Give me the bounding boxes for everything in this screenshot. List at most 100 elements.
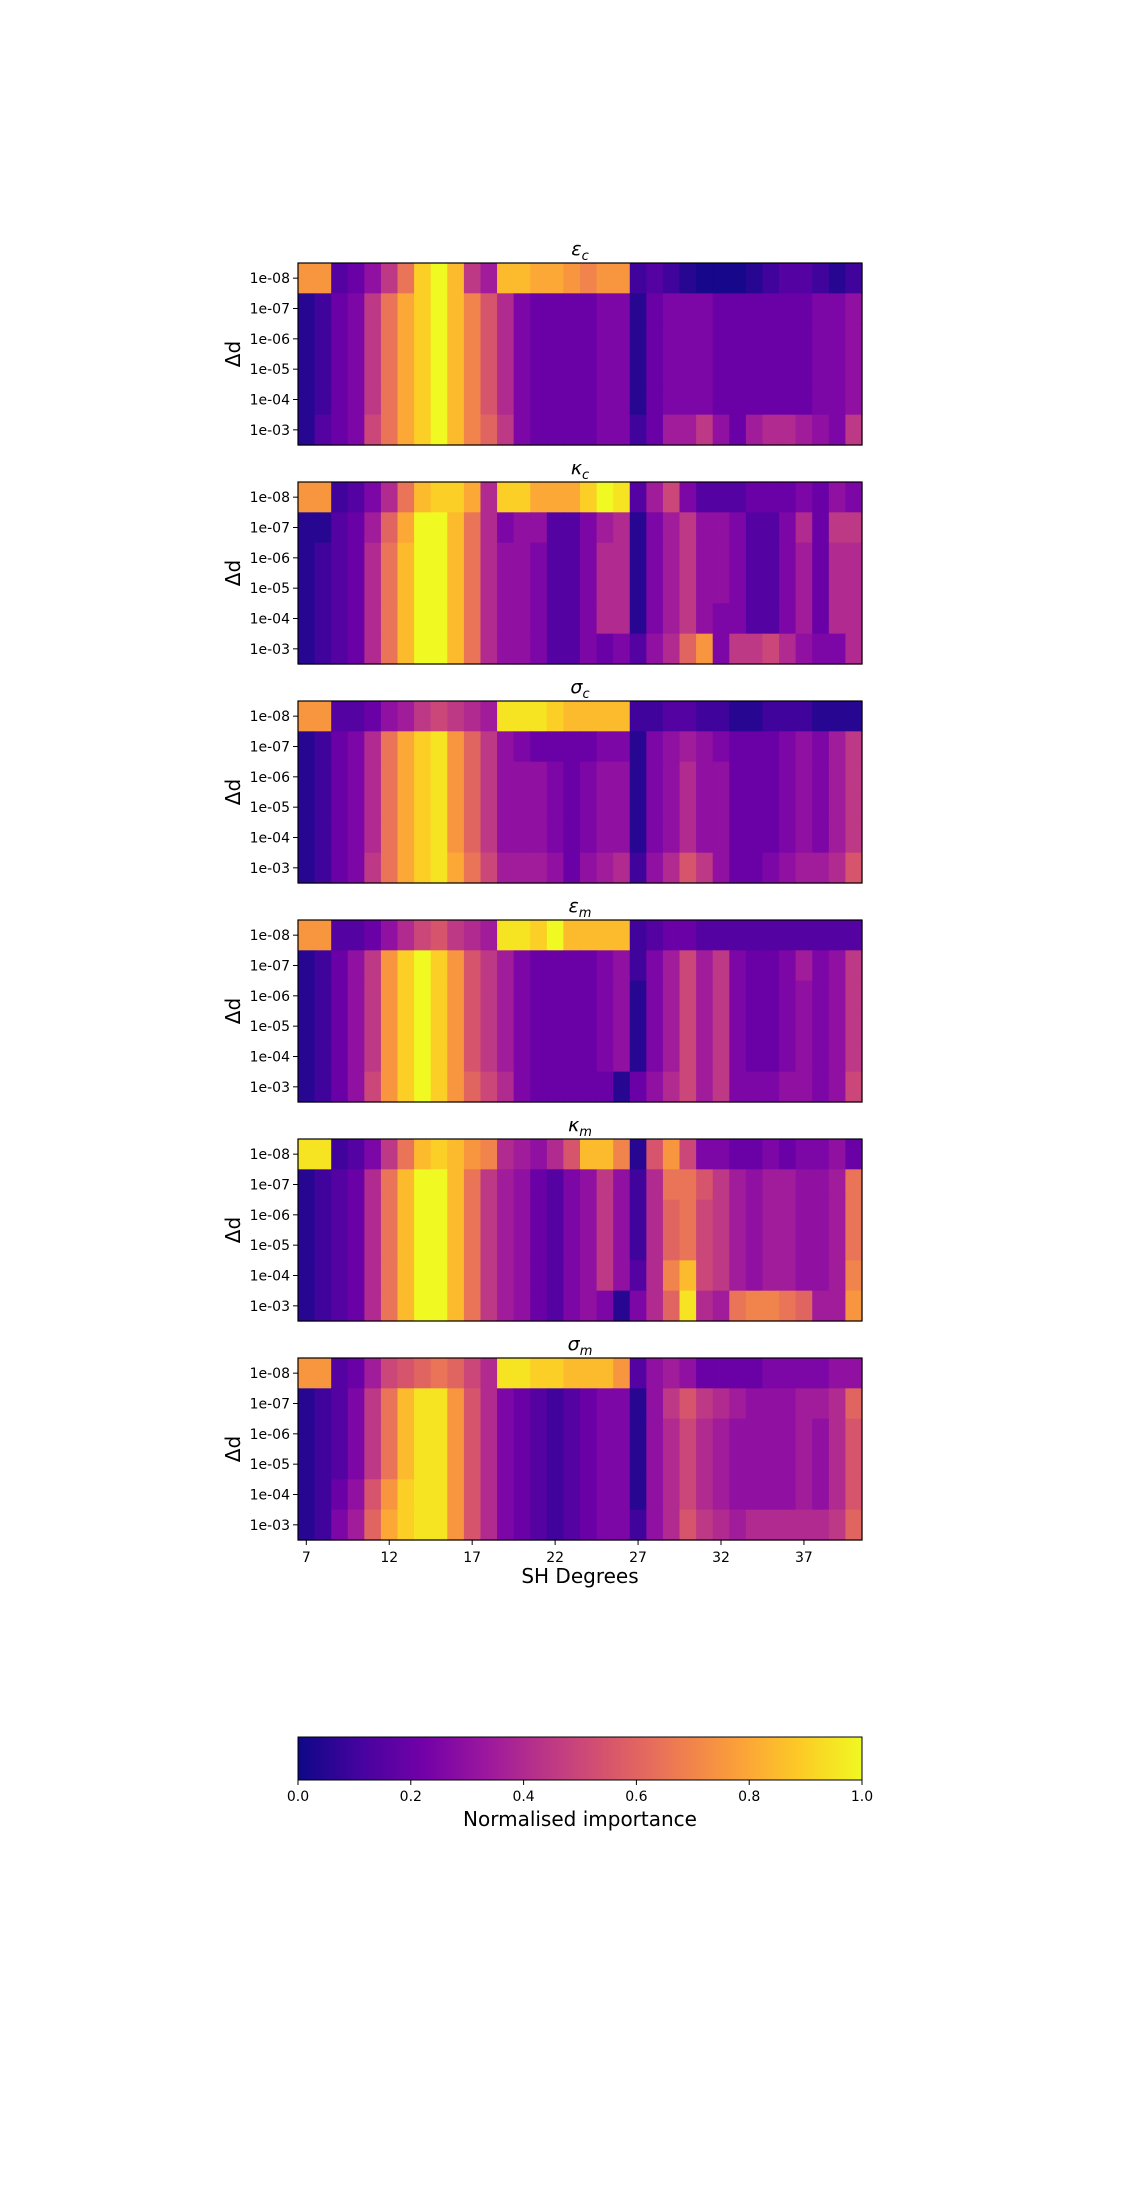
heatmap-cell	[646, 920, 664, 951]
heatmap-cell	[463, 731, 482, 763]
heatmap-cell	[364, 822, 382, 854]
heatmap-cell	[397, 414, 415, 446]
heatmap-cell	[646, 731, 664, 763]
heatmap-cell	[596, 701, 614, 732]
heatmap-cell	[812, 1230, 830, 1261]
heatmap-cell	[314, 1260, 332, 1292]
heatmap-cell	[546, 950, 565, 982]
heatmap-cell	[546, 633, 565, 665]
heatmap-cell	[430, 1011, 448, 1042]
heatmap-cell	[795, 1509, 813, 1541]
heatmap-cell	[397, 633, 415, 665]
heatmap-cell	[696, 1139, 714, 1170]
heatmap-cell	[347, 573, 365, 604]
heatmap-cell	[380, 701, 399, 732]
heatmap-cell	[380, 1011, 399, 1042]
heatmap-cell	[347, 1139, 365, 1170]
heatmap-cell	[580, 1071, 598, 1103]
heatmap-cell	[629, 354, 647, 385]
heatmap-cell	[596, 323, 614, 355]
heatmap-cell	[414, 1011, 432, 1042]
heatmap-cell	[729, 263, 747, 294]
heatmap-cell	[779, 384, 797, 416]
heatmap-cell	[298, 482, 316, 513]
heatmap-cell	[679, 633, 697, 665]
heatmap-cell	[745, 1260, 764, 1292]
heatmap-cell	[679, 1449, 697, 1480]
heatmap-cell	[845, 761, 863, 793]
heatmap-cell	[845, 1479, 863, 1511]
heatmap-cell	[795, 822, 813, 854]
heatmap-cell	[298, 731, 316, 763]
heatmap-cell	[546, 323, 565, 355]
heatmap-cell	[331, 822, 349, 854]
heatmap-cell	[779, 414, 797, 446]
heatmap-cell	[779, 1230, 797, 1261]
heatmap-cell	[845, 603, 863, 635]
heatmap-cell	[580, 512, 598, 544]
heatmap-cell	[530, 1358, 548, 1389]
heatmap-cell	[729, 482, 747, 513]
heatmap-cell	[414, 482, 432, 513]
heatmap-cell	[546, 1230, 565, 1261]
heatmap-cell	[380, 1199, 399, 1231]
heatmap-cell	[812, 512, 830, 544]
heatmap-cell	[463, 542, 482, 574]
heatmap-cell	[397, 980, 415, 1012]
heatmap-cell	[530, 731, 548, 763]
heatmap-cell	[497, 1169, 515, 1201]
heatmap-cell	[812, 1418, 830, 1450]
heatmap-cell	[613, 1260, 631, 1292]
heatmap-cell	[596, 1041, 614, 1073]
heatmap-cell	[314, 603, 332, 635]
heatmap-cell	[828, 414, 847, 446]
heatmap-cell	[480, 293, 498, 325]
heatmap-cell	[331, 1358, 349, 1389]
heatmap-cell	[563, 822, 581, 854]
heatmap-cell	[480, 701, 498, 732]
heatmap-cell	[397, 542, 415, 574]
heatmap-cell	[795, 792, 813, 823]
heatmap-cell	[679, 1199, 697, 1231]
heatmap-cell	[779, 822, 797, 854]
heatmap-cell	[629, 1011, 647, 1042]
heatmap-cell	[546, 512, 565, 544]
heatmap-cell	[447, 263, 465, 294]
heatmap-cell	[812, 293, 830, 325]
heatmap-cell	[646, 263, 664, 294]
heatmap-cell	[298, 384, 316, 416]
heatmap-cell	[314, 792, 332, 823]
heatmap-cell	[314, 414, 332, 446]
heatmap-cell	[447, 1260, 465, 1292]
heatmap-cell	[298, 1199, 316, 1231]
heatmap-cell	[662, 384, 681, 416]
heatmap-cell	[397, 354, 415, 385]
heatmap-cell	[762, 792, 780, 823]
heatmap-cell	[298, 950, 316, 982]
heatmap-cell	[779, 920, 797, 951]
heatmap-cell	[845, 701, 863, 732]
colorbar-ticks: 0.0 0.2 0.4 0.6 0.8 1.0	[287, 1780, 873, 1805]
heatmap-cell	[397, 1479, 415, 1511]
heatmap-cell	[397, 1358, 415, 1389]
y-axis-label: Δd	[221, 998, 245, 1024]
heatmap-cell	[414, 701, 432, 732]
heatmap-cell	[712, 384, 730, 416]
heatmap-cell	[745, 701, 764, 732]
heatmap-cell	[613, 293, 631, 325]
heatmap-cell	[397, 482, 415, 513]
heatmap-cell	[779, 852, 797, 884]
heatmap-cell	[298, 852, 316, 884]
heatmap-cell	[314, 1290, 332, 1322]
heatmap-cell	[430, 573, 448, 604]
heatmap-cell	[696, 852, 714, 884]
heatmap-cell	[480, 1230, 498, 1261]
heatmap-cell	[463, 1139, 482, 1170]
heatmap-cell	[845, 414, 863, 446]
heatmap-cell	[497, 354, 515, 385]
heatmap-cell	[380, 542, 399, 574]
heatmap-cell	[414, 792, 432, 823]
heatmap-cell	[314, 1449, 332, 1480]
heatmap-cell	[762, 1418, 780, 1450]
heatmap-cell	[613, 542, 631, 574]
